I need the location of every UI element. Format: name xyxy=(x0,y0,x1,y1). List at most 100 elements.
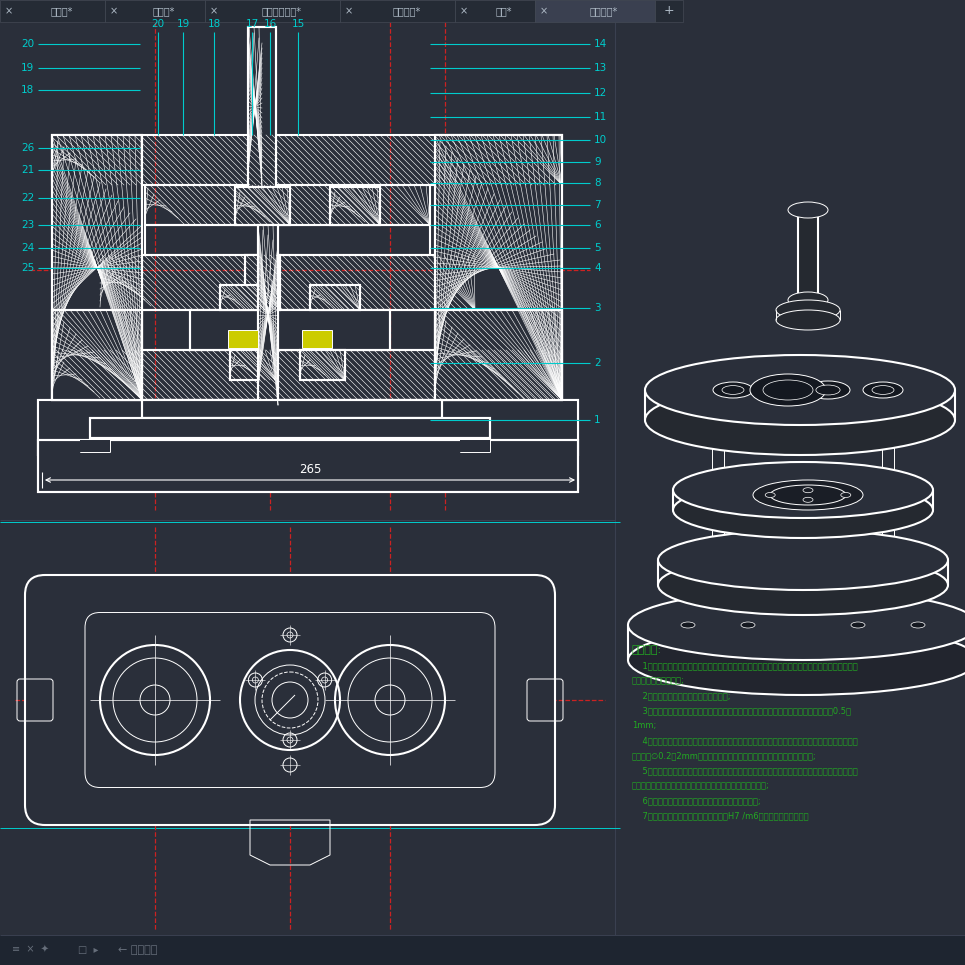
Text: 265: 265 xyxy=(299,463,321,476)
Text: 三级从动齿轮*: 三级从动齿轮* xyxy=(262,6,301,16)
Ellipse shape xyxy=(872,386,894,395)
Bar xyxy=(435,310,562,400)
Bar xyxy=(52,135,562,185)
Text: 2: 2 xyxy=(594,358,600,368)
Text: 7、凸模、凸凹模等与固定座距配合为H7 /m6，保证工件稳定可靠。: 7、凸模、凸凹模等与固定座距配合为H7 /m6，保证工件稳定可靠。 xyxy=(632,811,809,820)
Text: 11: 11 xyxy=(594,112,607,122)
Bar xyxy=(230,350,275,380)
Text: 17: 17 xyxy=(245,19,259,29)
Bar xyxy=(190,310,390,350)
Text: 25: 25 xyxy=(21,263,34,273)
Text: 差速器壳*: 差速器壳* xyxy=(393,6,421,16)
Text: 10: 10 xyxy=(594,135,607,145)
Text: 14: 14 xyxy=(594,39,607,49)
Bar xyxy=(105,0,205,22)
Bar xyxy=(52,350,562,400)
Bar xyxy=(310,285,360,310)
Bar xyxy=(310,285,360,310)
Ellipse shape xyxy=(713,382,753,398)
Text: 2、装配时应安装四个标准的导柱导套;: 2、装配时应安装四个标准的导柱导套; xyxy=(632,691,731,700)
Bar xyxy=(38,440,578,492)
Ellipse shape xyxy=(770,485,846,505)
Ellipse shape xyxy=(628,590,965,660)
Ellipse shape xyxy=(765,492,775,498)
Bar xyxy=(235,187,290,225)
Text: 3、凸料、凸料板高度尺寸；凸料板或推件面在冲裁开启状态，一般应突出凸凹模表面0.5～: 3、凸料、凸料板高度尺寸；凸料板或推件面在冲裁开启状态，一般应突出凸凹模表面0.… xyxy=(632,706,851,715)
Text: 5、各零面用的螺台、横杆不得缺缺，并保证螺台和销台的端面不能突出上下模座平面；各部料螺: 5、各零面用的螺台、横杆不得缺缺，并保证螺台和销台的端面不能突出上下模座平面；各… xyxy=(632,766,858,775)
Text: ×: × xyxy=(460,6,468,16)
Ellipse shape xyxy=(911,622,925,628)
Text: +: + xyxy=(664,5,675,17)
Text: 16: 16 xyxy=(263,19,277,29)
Bar xyxy=(145,185,430,225)
Ellipse shape xyxy=(658,530,948,590)
Text: 18: 18 xyxy=(21,85,34,95)
Text: 22: 22 xyxy=(21,193,34,203)
Ellipse shape xyxy=(815,385,841,395)
Bar xyxy=(52,135,142,400)
Bar xyxy=(245,255,280,290)
Bar xyxy=(460,440,490,452)
Ellipse shape xyxy=(658,555,948,615)
Text: 半轴*: 半轴* xyxy=(496,6,512,16)
Bar xyxy=(235,187,290,225)
Ellipse shape xyxy=(806,381,850,399)
Bar xyxy=(435,135,562,400)
Text: 输入轴*: 输入轴* xyxy=(152,6,176,16)
Bar xyxy=(235,187,290,225)
Text: 技术要求:: 技术要求: xyxy=(632,645,662,655)
Bar xyxy=(248,27,262,187)
Bar xyxy=(0,0,105,22)
Bar xyxy=(90,418,490,438)
Text: 21: 21 xyxy=(21,165,34,175)
Bar xyxy=(52,135,562,185)
Ellipse shape xyxy=(645,355,955,425)
Text: ×: × xyxy=(210,6,218,16)
Text: 1: 1 xyxy=(594,415,600,425)
Ellipse shape xyxy=(628,625,965,695)
Bar xyxy=(38,400,578,455)
Text: 台深基深度应保证一致；各部料螺钉、螺杆伸长度应保证一致;: 台深基深度应保证一致；各部料螺钉、螺杆伸长度应保证一致; xyxy=(632,781,770,790)
Text: 5: 5 xyxy=(594,243,600,253)
Bar xyxy=(52,310,142,400)
Text: 1、装配时各配合孔、凹模之间的间隙均与一致，配合间隙参合设计要求，不允许采用锉合、凹模: 1、装配时各配合孔、凹模之间的间隙均与一致，配合间隙参合设计要求，不允许采用锉合… xyxy=(632,661,858,670)
Bar xyxy=(435,135,562,400)
Bar xyxy=(330,187,380,225)
Bar xyxy=(302,330,332,348)
Text: 中间轴*: 中间轴* xyxy=(50,6,72,16)
Bar xyxy=(220,285,280,310)
Text: 12: 12 xyxy=(594,88,607,98)
Text: 6: 6 xyxy=(594,220,600,230)
Ellipse shape xyxy=(750,374,826,406)
Bar xyxy=(38,440,578,492)
Ellipse shape xyxy=(776,300,840,320)
Text: 7: 7 xyxy=(594,200,600,210)
Bar xyxy=(90,418,490,438)
Bar xyxy=(100,255,475,310)
Text: 20: 20 xyxy=(21,39,34,49)
Ellipse shape xyxy=(841,492,851,498)
Text: 变形的方法来修正间隙;: 变形的方法来修正间隙; xyxy=(632,676,685,685)
Bar xyxy=(80,440,110,452)
Text: ≡  ×  ✦: ≡ × ✦ xyxy=(12,945,49,955)
Text: 18: 18 xyxy=(207,19,221,29)
Bar xyxy=(145,225,430,255)
Text: 19: 19 xyxy=(21,63,34,73)
Bar xyxy=(798,210,818,300)
Text: 8: 8 xyxy=(594,178,600,188)
Bar xyxy=(52,350,562,400)
Text: 26: 26 xyxy=(21,143,34,153)
Text: ×: × xyxy=(110,6,118,16)
Bar xyxy=(145,185,430,225)
Ellipse shape xyxy=(722,386,744,395)
Bar xyxy=(340,0,455,22)
Bar xyxy=(330,187,380,225)
Ellipse shape xyxy=(673,482,933,538)
Text: 13: 13 xyxy=(594,63,607,73)
Bar xyxy=(655,0,683,22)
Bar xyxy=(435,135,562,400)
Ellipse shape xyxy=(673,462,933,518)
Bar xyxy=(38,400,578,455)
Ellipse shape xyxy=(863,382,903,398)
Bar xyxy=(258,225,278,405)
